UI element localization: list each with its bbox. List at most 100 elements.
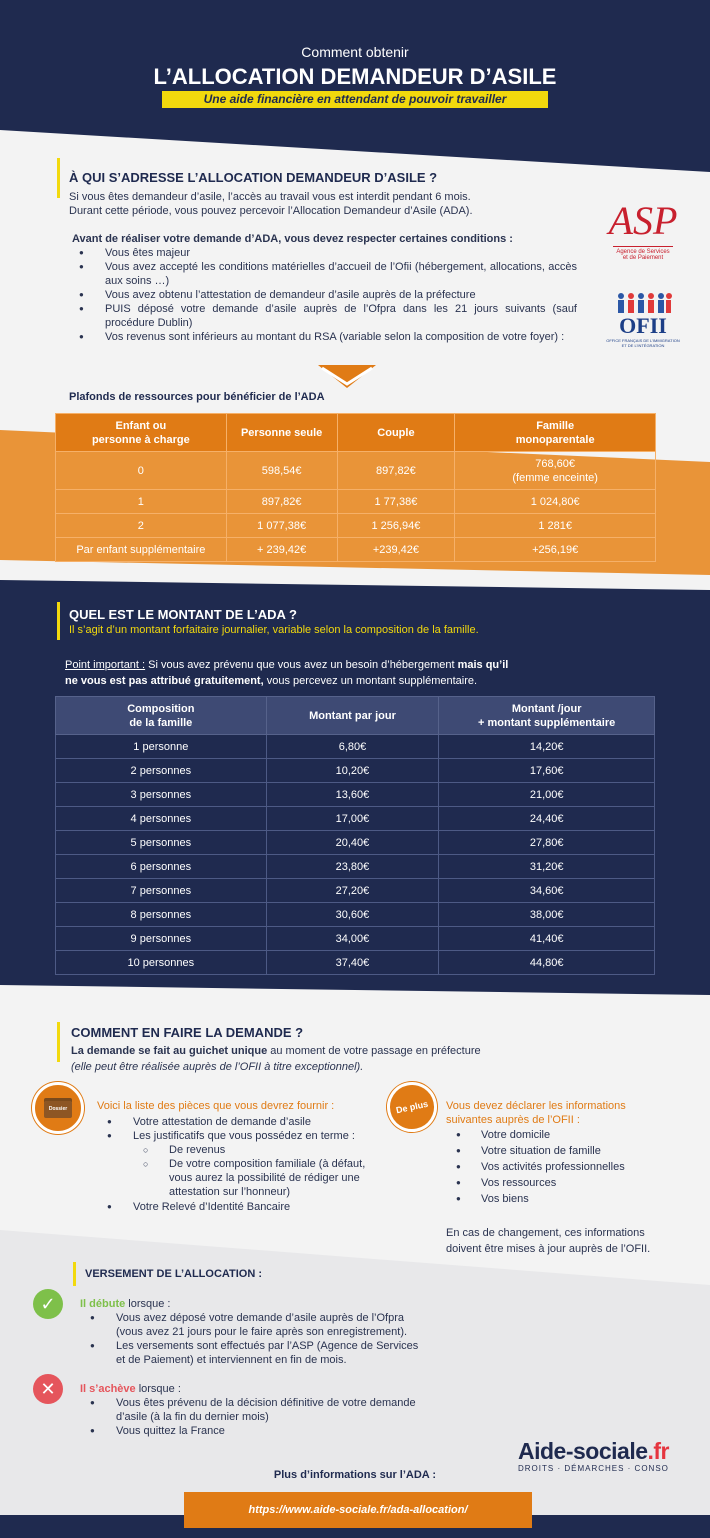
section3-line1: La demande se fait au guichet unique au … (71, 1045, 481, 1057)
list-item: Vous avez accepté les conditions matérie… (69, 260, 577, 288)
section3-line2: (elle peut être réalisée auprès de l’OFI… (71, 1061, 364, 1073)
table-cell: 10 personnes (55, 950, 267, 975)
table-cell: 9 personnes (55, 926, 267, 951)
table-cell: 5 personnes (55, 830, 267, 855)
table-row: 10 personnes 37,40€ 44,80€ (55, 950, 655, 975)
table-cell: 41,40€ (438, 926, 655, 951)
table-cell: 21,00€ (438, 782, 655, 807)
table-cell: 13,60€ (265, 782, 440, 807)
table-cell: 31,20€ (438, 854, 655, 879)
table-cell: 598,54€ (225, 451, 338, 490)
list-item: Votre Relevé d’Identité Bancaire (97, 1200, 387, 1214)
table-row: 5 personnes 20,40€ 27,80€ (55, 830, 655, 855)
ada-allocation-link[interactable]: https://www.aide-sociale.fr/ada-allocati… (184, 1492, 532, 1528)
section1-intro-1: Si vous êtes demandeur d’asile, l’accès … (69, 191, 471, 203)
column-header: Famille monoparentale (454, 413, 656, 452)
table-cell: 27,20€ (265, 878, 440, 903)
pieces-list: Votre attestation de demande d’asile Les… (97, 1115, 387, 1143)
table-cell: 1 (55, 489, 227, 514)
more-info-label: Plus d’informations sur l’ADA : (273, 1469, 437, 1481)
list-item: De revenus (133, 1143, 383, 1157)
ofii-logo-text: OFII (619, 313, 667, 338)
table-cell: 8 personnes (55, 902, 267, 927)
list-item: Vous avez déposé votre demande d’asile a… (80, 1311, 420, 1339)
table-cell: 2 (55, 513, 227, 538)
end-list: Vous êtes prévenu de la décision définit… (80, 1396, 420, 1438)
table-cell: 44,80€ (438, 950, 655, 975)
check-icon: ✓ (33, 1289, 63, 1319)
declare-note: En cas de changement, ces informations d… (446, 1227, 651, 1255)
table-cell: 1 077,38€ (225, 513, 338, 538)
table-row: 3 personnes 13,60€ 21,00€ (55, 782, 655, 807)
section2-heading: QUEL EST LE MONTANT DE L’ADA ? (69, 607, 297, 622)
dossier-icon-label: Dossier (44, 1101, 72, 1118)
list-item: Vos revenus sont inférieurs au montant d… (69, 330, 577, 344)
table-row: 2 1 077,38€ 1 256,94€ 1 281€ (55, 513, 656, 538)
column-header: Couple (336, 413, 456, 452)
table-cell: 27,80€ (438, 830, 655, 855)
aide-sociale-logo: Aide-sociale.fr DROITS · DÉMARCHES · CON… (518, 1438, 669, 1473)
list-item: Votre domicile (446, 1127, 666, 1143)
table-row: 4 personnes 17,00€ 24,40€ (55, 806, 655, 831)
cross-icon: ✕ (33, 1374, 63, 1404)
sub-pieces-list: De revenus De votre composition familial… (133, 1143, 383, 1199)
section1-accent-bar (57, 158, 60, 198)
table-cell: 17,60€ (438, 758, 655, 783)
table-cell: 1 024,80€ (454, 489, 656, 514)
table-cell: 38,00€ (438, 902, 655, 927)
table-row: 7 personnes 27,20€ 34,60€ (55, 878, 655, 903)
section4-heading: VERSEMENT DE L’ALLOCATION : (85, 1268, 263, 1280)
table-cell: 897,82€ (225, 489, 338, 514)
column-header: Enfant ou personne à charge (55, 413, 227, 452)
declare-title: Vous devez déclarer les informations sui… (446, 1100, 626, 1126)
asp-logo: ASP Agence de Services et de Paiement (606, 198, 680, 282)
dossier-icon: Dossier (32, 1082, 84, 1134)
table-cell: 6 personnes (55, 854, 267, 879)
table-cell: Par enfant supplémentaire (55, 537, 227, 562)
table-cell: +256,19€ (454, 537, 656, 562)
declare-list: Votre domicile Votre situation de famill… (446, 1127, 666, 1207)
table-cell: 768,60€ (femme enceinte) (454, 451, 656, 490)
table-cell: +239,42€ (336, 537, 456, 562)
column-header: Personne seule (225, 413, 338, 452)
table-cell: + 239,42€ (225, 537, 338, 562)
list-item: Vos ressources (446, 1175, 666, 1191)
section1-intro-2: Durant cette période, vous pouvez percev… (69, 205, 473, 217)
list-item: PUIS déposé votre demande d’asile auprès… (69, 302, 577, 330)
column-header: Montant par jour (265, 696, 440, 735)
ofii-logo: OFII OFFICE FRANÇAIS DE L’IMMIGRATION ET… (606, 292, 680, 348)
table-cell: 2 personnes (55, 758, 267, 783)
table-row: 8 personnes 30,60€ 38,00€ (55, 902, 655, 927)
table-cell: 20,40€ (265, 830, 440, 855)
table-row: 9 personnes 34,00€ 41,40€ (55, 926, 655, 951)
table-cell: 37,40€ (265, 950, 440, 975)
section3-heading: COMMENT EN FAIRE LA DEMANDE ? (71, 1025, 304, 1040)
list-item: Votre situation de famille (446, 1143, 666, 1159)
table-cell: 6,80€ (265, 734, 440, 759)
section3-accent-bar (57, 1022, 60, 1062)
list-item: Vous avez obtenu l’attestation de demand… (69, 288, 577, 302)
table-row: 0 598,54€ 897,82€ 768,60€ (femme enceint… (55, 451, 656, 490)
amount-table: Composition de la famille Montant par jo… (55, 696, 655, 975)
table-cell: 0 (55, 451, 227, 490)
list-item: De votre composition familiale (à défaut… (133, 1157, 383, 1199)
page-subtitle: Une aide financière en attendant de pouv… (162, 91, 548, 108)
pieces-list-last: Votre Relevé d’Identité Bancaire (97, 1200, 387, 1214)
table-cell: 24,40€ (438, 806, 655, 831)
table1-title: Plafonds de ressources pour bénéficier d… (69, 391, 325, 403)
note-label: Point important : (65, 659, 146, 671)
conditions-title: Avant de réaliser votre demande d’ADA, v… (72, 233, 513, 245)
end-label: Il s’achève lorsque : (80, 1383, 181, 1395)
column-header: Composition de la famille (55, 696, 267, 735)
asp-logo-text: ASP (608, 198, 678, 243)
ofii-people-icon (618, 293, 672, 313)
table-cell: 10,20€ (265, 758, 440, 783)
list-item: Les versements sont effectués par l’ASP … (80, 1339, 420, 1367)
list-item: Vous êtes prévenu de la décision définit… (80, 1396, 420, 1424)
table-cell: 3 personnes (55, 782, 267, 807)
start-list: Vous avez déposé votre demande d’asile a… (80, 1311, 420, 1367)
table-cell: 1 personne (55, 734, 267, 759)
start-label: Il débute lorsque : (80, 1298, 171, 1310)
list-item: Vos activités professionnelles (446, 1159, 666, 1175)
table-cell: 14,20€ (438, 734, 655, 759)
